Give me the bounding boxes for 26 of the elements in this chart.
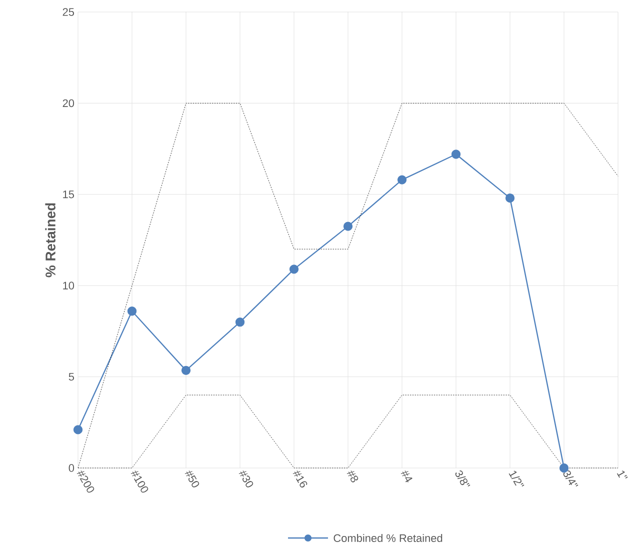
x-tick-label: 3/4" <box>563 470 578 486</box>
y-axis-title: % Retained <box>45 203 56 278</box>
point <box>505 193 515 203</box>
x-tick-label: #4 <box>400 470 412 482</box>
x-tick-label: #30 <box>238 470 254 488</box>
x-tick-label: #50 <box>184 470 200 488</box>
point <box>235 317 245 327</box>
point <box>451 150 461 159</box>
x-tick-label: 1/2" <box>508 470 524 486</box>
y-tick-label: 5 <box>68 372 74 381</box>
point <box>397 175 407 184</box>
y-tick-label: 0 <box>68 464 74 472</box>
y-tick-label: 25 <box>62 8 74 16</box>
x-tick-label: #8 <box>346 470 358 482</box>
point <box>181 366 191 375</box>
point <box>289 264 299 274</box>
legend-label: Combined % Retained <box>334 534 442 542</box>
y-tick-label: 20 <box>62 99 74 108</box>
y-tick-label: 15 <box>63 190 74 198</box>
point <box>127 306 137 316</box>
x-tick-label: 3/8" <box>455 470 470 486</box>
x-tick-label: 1" <box>616 470 628 479</box>
point <box>73 425 83 434</box>
x-tick-label: #16 <box>292 470 308 488</box>
point <box>343 222 353 231</box>
y-tick-label: 10 <box>63 282 74 290</box>
